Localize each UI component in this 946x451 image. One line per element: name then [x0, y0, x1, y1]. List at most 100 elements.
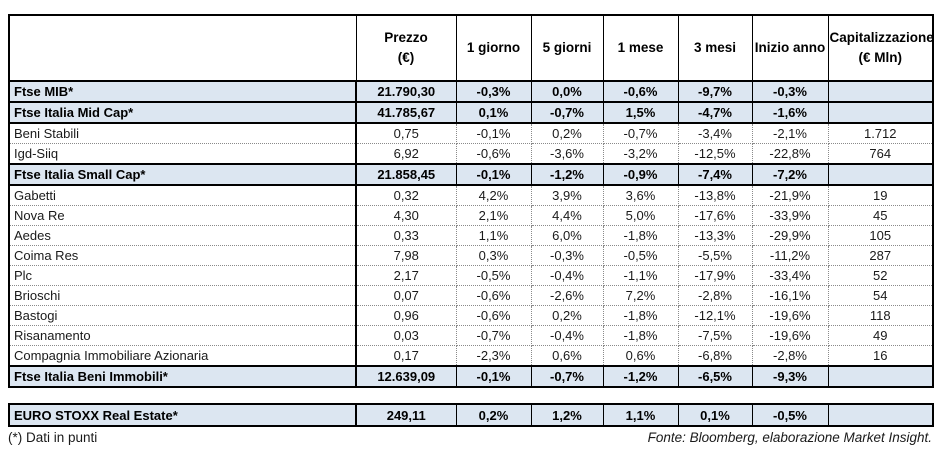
stock-row: Gabetti 0,32 4,2% 3,9% 3,6% -13,8% -21,9% 19	[8, 184, 934, 206]
name-cell: Plc	[8, 265, 357, 286]
price-cell: 0,32	[355, 184, 457, 206]
change-5d-cell: 0,2%	[530, 122, 604, 144]
stock-row: Brioschi 0,07 -0,6% -2,6% 7,2% -2,8% -16,1% 54	[8, 285, 934, 306]
change-5d-cell: 4,4%	[530, 205, 604, 226]
change-1m-cell: -0,6%	[602, 80, 679, 103]
cap-cell	[827, 163, 934, 186]
cap-cell: 1.712	[827, 122, 934, 144]
cap-cell: 45	[827, 205, 934, 226]
change-3m-cell: -17,9%	[677, 265, 753, 286]
change-5d-cell: -1,2%	[530, 163, 604, 186]
name-cell: Brioschi	[8, 285, 357, 306]
change-ytd-cell: -21,9%	[751, 184, 829, 206]
change-1d-cell: -0,1%	[455, 365, 532, 388]
cap-cell: 52	[827, 265, 934, 286]
change-1d-cell: -0,6%	[455, 285, 532, 306]
col-header-capitalizzazione: Capitalizzazione (€ Mln)	[827, 14, 934, 82]
name-cell: Gabetti	[8, 184, 357, 206]
col-header-5-giorni: 5 giorni	[530, 14, 604, 82]
change-1m-cell: -3,2%	[602, 143, 679, 165]
change-3m-cell: 0,1%	[677, 403, 753, 427]
stock-row: Coima Res 7,98 0,3% -0,3% -0,5% -5,5% -11,2% 28…	[8, 245, 934, 266]
market-table: Prezzo (€) 1 giorno 5 giorni 1 mese 3 me…	[8, 14, 934, 388]
price-cell: 7,98	[355, 245, 457, 266]
change-1m-cell: -0,7%	[602, 122, 679, 144]
euro-stoxx-body: EURO STOXX Real Estate* 249,11 0,2% 1,2% 1,1…	[8, 403, 934, 427]
col-header-inizio-anno: Inizio anno	[751, 14, 829, 82]
price-cell: 21.790,30	[355, 80, 457, 103]
price-cell: 2,17	[355, 265, 457, 286]
change-ytd-cell: -9,3%	[751, 365, 829, 388]
cap-cell: 54	[827, 285, 934, 306]
change-5d-cell: -0,7%	[530, 365, 604, 388]
stock-row: Beni Stabili 0,75 -0,1% 0,2% -0,7% -3,4% -2,1%…	[8, 122, 934, 144]
change-1m-cell: -1,8%	[602, 225, 679, 246]
price-cell: 0,33	[355, 225, 457, 246]
name-cell: Risanamento	[8, 325, 357, 346]
index-row: Ftse Italia Small Cap* 21.858,45 -0,1% -1,2…	[8, 163, 934, 186]
name-cell: Ftse Italia Mid Cap*	[8, 101, 357, 124]
price-cell: 0,07	[355, 285, 457, 306]
change-3m-cell: -4,7%	[677, 101, 753, 124]
change-1m-cell: -1,8%	[602, 325, 679, 346]
change-3m-cell: -3,4%	[677, 122, 753, 144]
change-1d-cell: 0,3%	[455, 245, 532, 266]
change-1d-cell: -0,6%	[455, 143, 532, 165]
col-header-1-giorno: 1 giorno	[455, 14, 532, 82]
cap-cell	[827, 80, 934, 103]
stock-row: Compagnia Immobiliare Azionaria 0,17 -2,3%…	[8, 345, 934, 367]
cap-cell: 105	[827, 225, 934, 246]
change-3m-cell: -5,5%	[677, 245, 753, 266]
change-ytd-cell: -29,9%	[751, 225, 829, 246]
price-cell: 249,11	[355, 403, 457, 427]
change-5d-cell: 1,2%	[530, 403, 604, 427]
change-1m-cell: 3,6%	[602, 184, 679, 206]
name-cell: Ftse MIB*	[8, 80, 357, 103]
price-cell: 0,17	[355, 345, 457, 367]
cap-cell	[827, 365, 934, 388]
change-3m-cell: -13,3%	[677, 225, 753, 246]
footer: (*) Dati in punti Fonte: Bloomberg, elab…	[8, 430, 932, 445]
change-ytd-cell: -1,6%	[751, 101, 829, 124]
change-3m-cell: -9,7%	[677, 80, 753, 103]
change-ytd-cell: -19,6%	[751, 305, 829, 326]
change-1m-cell: 5,0%	[602, 205, 679, 226]
change-1m-cell: 1,5%	[602, 101, 679, 124]
change-5d-cell: 0,6%	[530, 345, 604, 367]
name-cell: Aedes	[8, 225, 357, 246]
price-cell: 0,96	[355, 305, 457, 326]
cap-cell: 118	[827, 305, 934, 326]
change-ytd-cell: -16,1%	[751, 285, 829, 306]
name-cell: Ftse Italia Small Cap*	[8, 163, 357, 186]
name-cell: EURO STOXX Real Estate*	[8, 403, 357, 427]
change-1d-cell: -0,3%	[455, 80, 532, 103]
change-5d-cell: -2,6%	[530, 285, 604, 306]
col-header-prezzo-line1: Prezzo	[384, 30, 428, 46]
index-row: Ftse MIB* 21.790,30 -0,3% 0,0% -0,6% -9,7% -0,…	[8, 80, 934, 103]
cap-cell	[827, 101, 934, 124]
col-header-3-mesi: 3 mesi	[677, 14, 753, 82]
change-1d-cell: 2,1%	[455, 205, 532, 226]
change-1d-cell: -2,3%	[455, 345, 532, 367]
price-cell: 6,92	[355, 143, 457, 165]
col-header-capitalizzazione-line1: Capitalizzazione	[829, 30, 933, 46]
change-1m-cell: 1,1%	[602, 403, 679, 427]
change-5d-cell: -0,4%	[530, 325, 604, 346]
change-3m-cell: -13,8%	[677, 184, 753, 206]
change-3m-cell: -2,8%	[677, 285, 753, 306]
price-cell: 0,03	[355, 325, 457, 346]
index-row: Ftse Italia Mid Cap* 41.785,67 0,1% -0,7% 1,…	[8, 101, 934, 124]
col-header-1-mese: 1 mese	[602, 14, 679, 82]
change-ytd-cell: -7,2%	[751, 163, 829, 186]
name-cell: Nova Re	[8, 205, 357, 226]
change-1m-cell: 0,6%	[602, 345, 679, 367]
change-3m-cell: -7,4%	[677, 163, 753, 186]
change-3m-cell: -12,5%	[677, 143, 753, 165]
cap-cell: 19	[827, 184, 934, 206]
change-5d-cell: 0,2%	[530, 305, 604, 326]
change-3m-cell: -17,6%	[677, 205, 753, 226]
change-ytd-cell: -19,6%	[751, 325, 829, 346]
change-5d-cell: 0,0%	[530, 80, 604, 103]
change-ytd-cell: -2,1%	[751, 122, 829, 144]
change-5d-cell: -3,6%	[530, 143, 604, 165]
